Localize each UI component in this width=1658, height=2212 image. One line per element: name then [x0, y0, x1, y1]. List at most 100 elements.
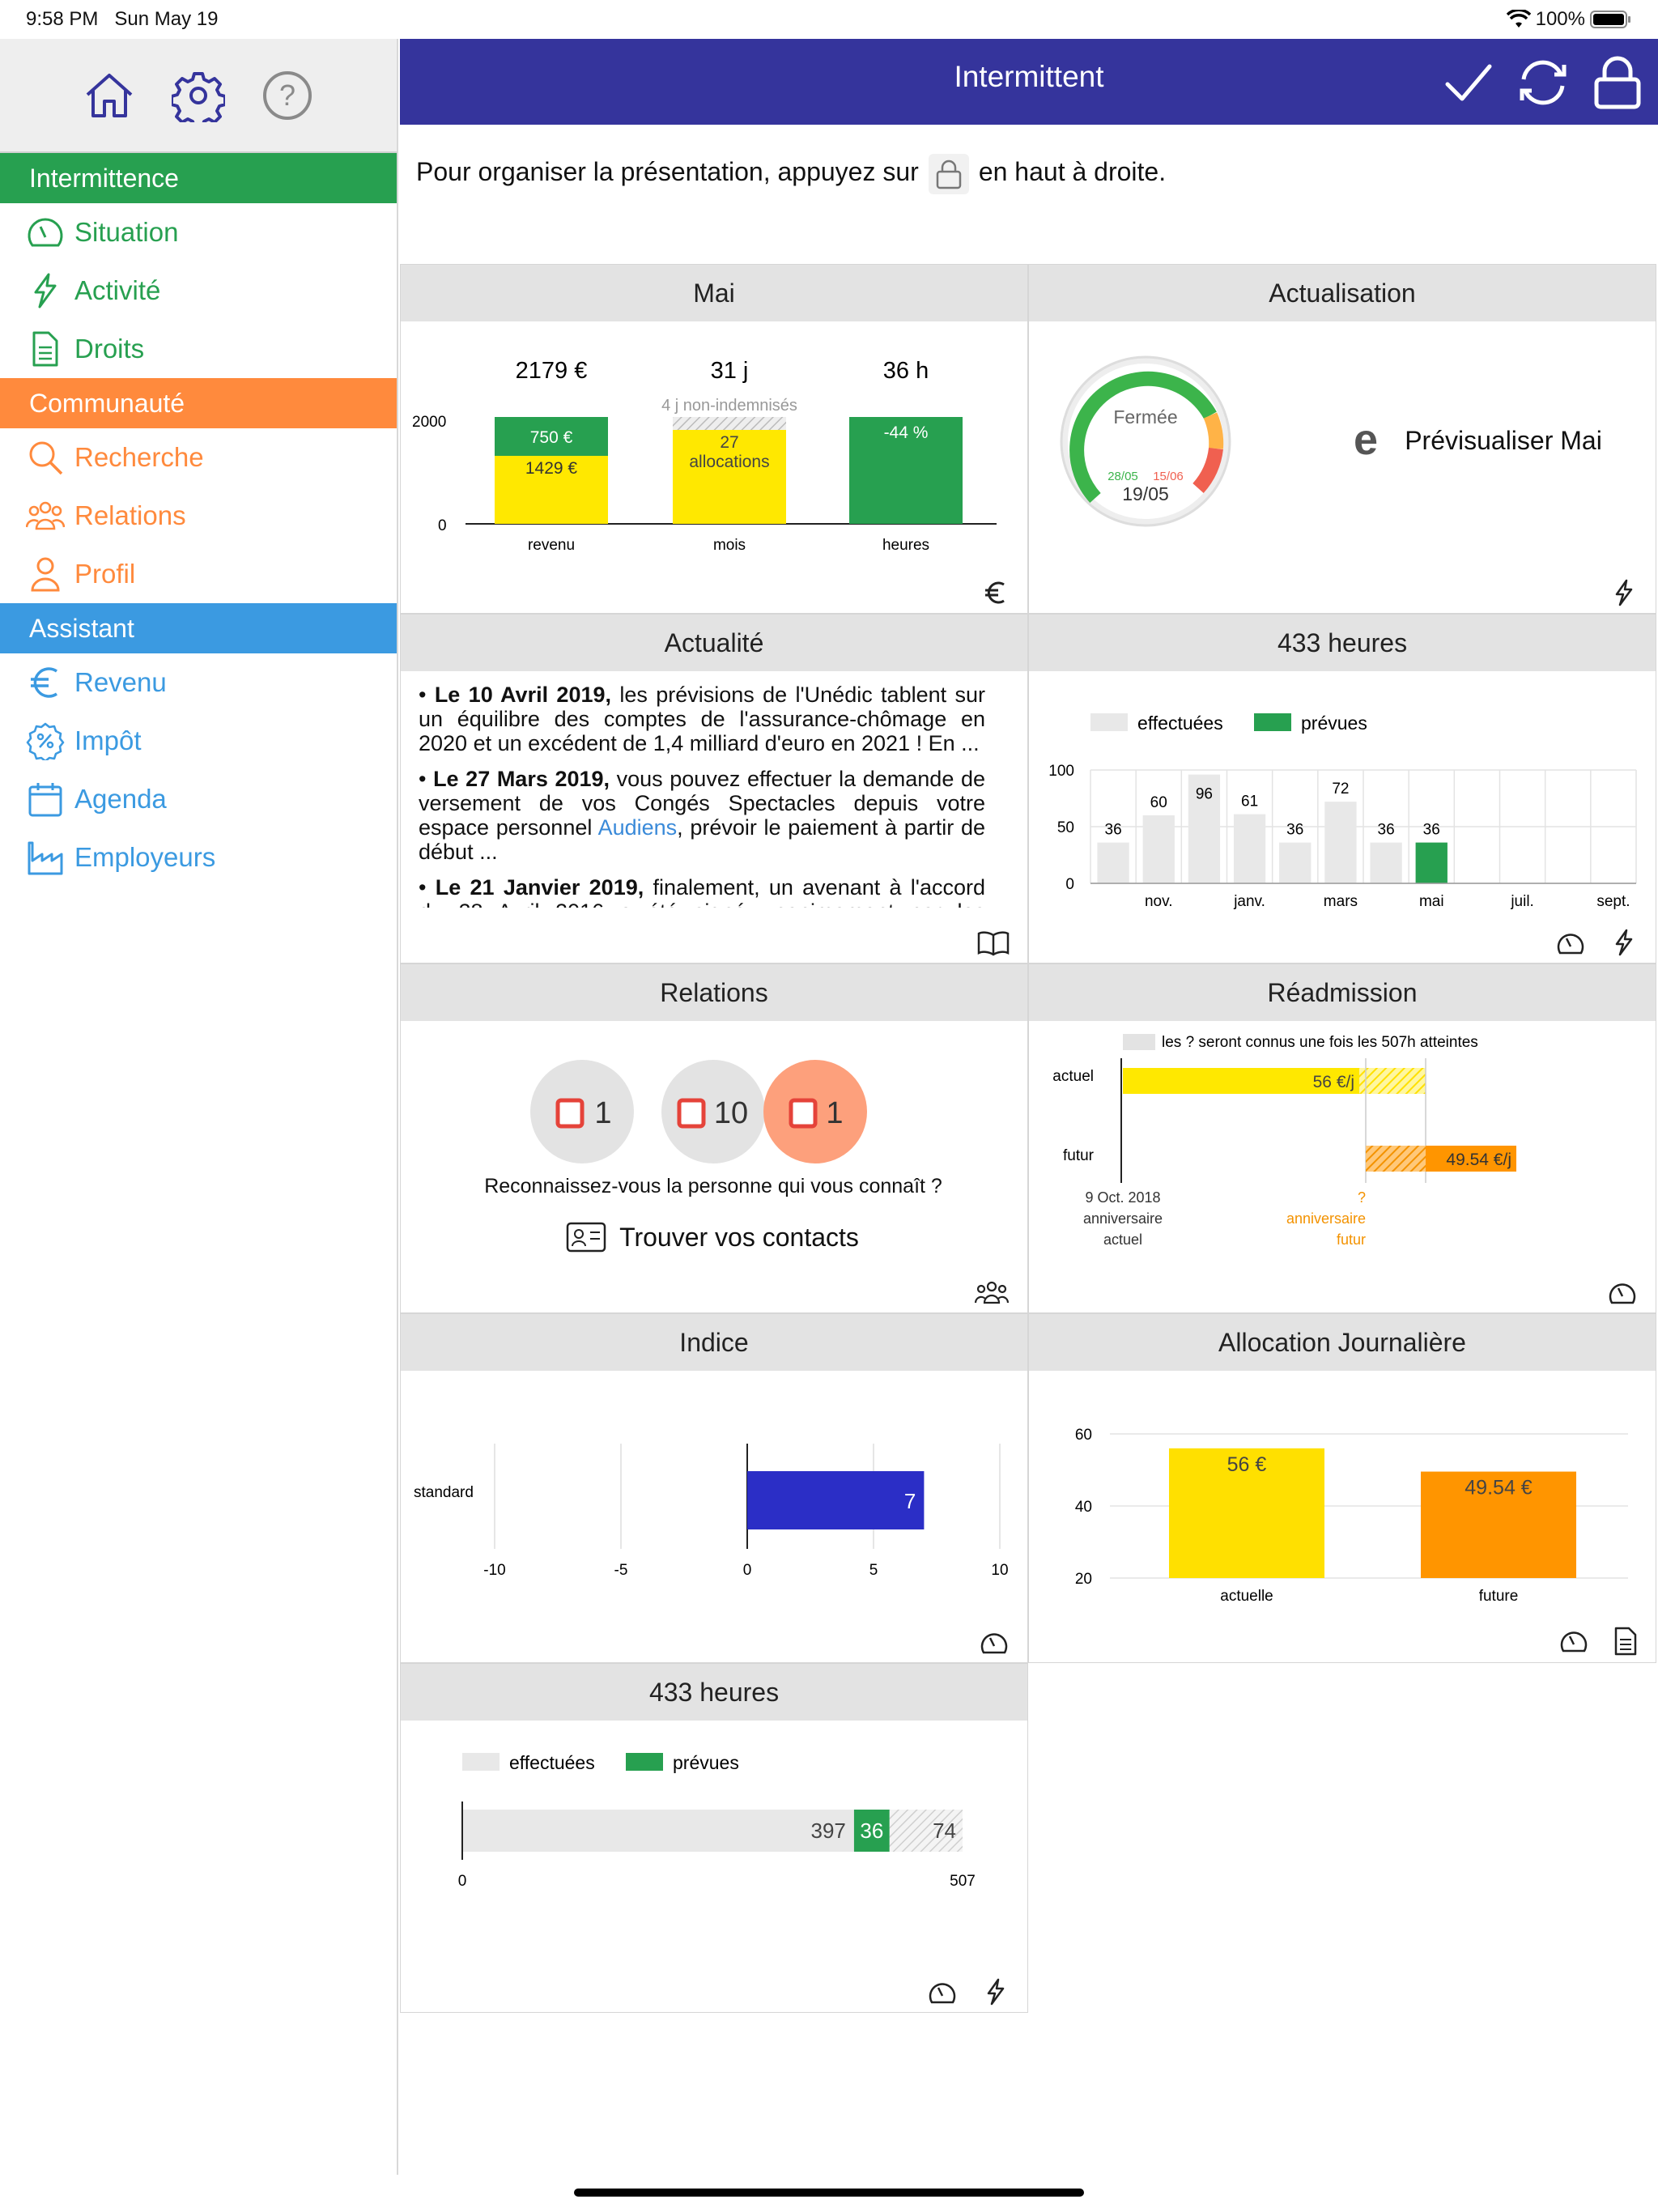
card-relations[interactable]: Relations 1 10 1 Reconnaissez-vous la pe… — [400, 963, 1028, 1313]
sidebar-section-intermittence: Intermittence — [0, 153, 397, 203]
hours-ytick: 100 — [1048, 763, 1074, 780]
card-title: Indice — [401, 1314, 1027, 1371]
readmission-right-l2: anniversaire — [1286, 1210, 1366, 1227]
progress-label-done: 397 — [811, 1819, 846, 1843]
mai-bar-heures — [849, 417, 963, 524]
news-item[interactable]: • Le 10 Avril 2019, les prévisions de l'… — [419, 683, 985, 755]
gauge-icon[interactable] — [1607, 1278, 1638, 1306]
bolt-icon[interactable] — [1610, 579, 1638, 606]
book-icon[interactable] — [977, 929, 1010, 956]
relation-count-2: 10 — [714, 1096, 748, 1130]
bolt-icon[interactable] — [1610, 929, 1638, 956]
progress-label-planned: 36 — [860, 1819, 883, 1843]
status-time: 9:58 PM Sun May 19 — [26, 8, 219, 30]
hours-xtick: mars — [1324, 893, 1358, 910]
help-icon[interactable]: ? — [261, 69, 314, 122]
readmission-bar-futur — [1426, 1146, 1516, 1172]
readmission-right-date: ? — [1358, 1189, 1366, 1206]
gear-icon[interactable] — [172, 69, 225, 122]
legend-done: effectuées — [509, 1752, 595, 1773]
readmission-bar-futur-hatch — [1366, 1146, 1426, 1172]
mai-bar-mois-yellow — [673, 430, 786, 524]
card-heures-progress[interactable]: 433 heures effectuées prévues 397 36 74 0 50… — [400, 1663, 1028, 2013]
alloc-ytick: 20 — [1075, 1571, 1092, 1588]
readmission-actuel-value: 56 €/j — [1313, 1073, 1354, 1091]
card-title: Actualité — [401, 615, 1027, 671]
card-title: 433 heures — [401, 1664, 1027, 1721]
card-actualite[interactable]: Actualité • Le 10 Avril 2019, les prévis… — [400, 614, 1028, 963]
home-indicator — [574, 2189, 1084, 2197]
card-title: Allocation Journalière — [1029, 1314, 1656, 1371]
hours-data-label: 96 — [1196, 786, 1213, 803]
card-mai[interactable]: Mai 2179 € 31 j 36 h 2000 0 750 € 1429 € — [400, 264, 1028, 614]
card-allocation[interactable]: Allocation Journalière 20 40 60 56 € actuell… — [1028, 1313, 1656, 1663]
indice-bar — [747, 1471, 925, 1529]
hours-data-label: 36 — [1423, 822, 1440, 839]
people-icon[interactable] — [974, 1278, 1010, 1306]
card-title: Réadmission — [1029, 964, 1656, 1021]
sidebar-item-revenu[interactable]: Revenu — [0, 653, 397, 712]
hours-data-label: 72 — [1332, 781, 1349, 798]
home-icon[interactable] — [83, 69, 136, 122]
sidebar-item-situation[interactable]: Situation — [0, 203, 397, 262]
actualisation-date-open: 28/05 — [1107, 470, 1138, 483]
euro-icon — [31, 667, 57, 698]
euro-icon[interactable] — [982, 579, 1010, 606]
hours-bar — [1415, 842, 1448, 883]
hint-text: Pour organiser la présentation, appuyez … — [400, 125, 1658, 264]
sidebar-nav: Intermittence Situation Activité Droits Comm… — [0, 153, 397, 887]
gauge-icon[interactable] — [927, 1978, 958, 2006]
gauge-icon[interactable] — [1558, 1627, 1589, 1654]
mai-bar-revenu-green — [495, 417, 608, 456]
sidebar-item-agenda[interactable]: Agenda — [0, 770, 397, 828]
bolt-icon[interactable] — [982, 1978, 1010, 2006]
legend-planned: prévues — [1301, 713, 1367, 734]
news-item[interactable]: • Le 27 Mars 2019, vous pouvez effectuer… — [419, 767, 985, 864]
card-readmission[interactable]: Réadmission les ? seront connus une fois… — [1028, 963, 1656, 1313]
audiens-link[interactable]: Audiens — [597, 815, 678, 840]
hours-bar — [1370, 842, 1402, 883]
gauge-icon — [28, 218, 63, 247]
alloc-value-label: 49.54 € — [1465, 1477, 1533, 1499]
percent-icon — [26, 722, 65, 760]
lock-icon[interactable] — [1590, 55, 1645, 110]
sidebar-item-impôt[interactable]: Impôt — [0, 712, 397, 770]
refresh-icon[interactable] — [1516, 55, 1571, 110]
card-title: 433 heures — [1029, 615, 1656, 671]
readmission-bar-actuel — [1123, 1068, 1359, 1094]
news-list: • Le 10 Avril 2019, les prévisions de l'… — [401, 671, 1027, 908]
hint-before: Pour organiser la présentation, appuyez … — [416, 157, 919, 186]
card-heures[interactable]: 433 heures effectuées prévues 0 50 100 36 60… — [1028, 614, 1656, 963]
hours-xtick: juil. — [1510, 893, 1534, 910]
news-item[interactable]: • Le 21 Janvier 2019, finalement, un ave… — [419, 875, 985, 908]
indice-xtick: 5 — [869, 1562, 878, 1579]
relations-graphic: 1 10 1 Reconnaissez-vous la personne qui… — [484, 1060, 942, 1253]
sidebar-item-recherche[interactable]: Recherche — [0, 428, 397, 487]
document-icon[interactable] — [1613, 1627, 1638, 1656]
search-icon — [29, 441, 63, 475]
hours-progress-chart: effectuées prévues 397 36 74 0 507 — [458, 1752, 976, 1890]
sidebar-item-droits[interactable]: Droits — [0, 320, 397, 378]
gauge-icon[interactable] — [1555, 929, 1586, 956]
legend-done: effectuées — [1137, 713, 1223, 734]
card-indice[interactable]: Indice standard -10 -5 0 5 10 7 — [400, 1313, 1028, 1663]
mai-cat-1: mois — [713, 537, 746, 554]
hours-data-label: 60 — [1150, 794, 1167, 811]
sidebar-item-profil[interactable]: Profil — [0, 545, 397, 603]
battery-percent: 100% — [1535, 8, 1585, 30]
document-icon — [32, 331, 58, 367]
hours-bar — [1097, 842, 1129, 883]
relations-question: Reconnaissez-vous la personne qui vous c… — [484, 1175, 942, 1197]
sidebar-item-label: Situation — [74, 217, 179, 247]
hint-after: en haut à droite. — [978, 157, 1167, 186]
checkmark-icon[interactable] — [1441, 55, 1496, 110]
hours-data-label: 36 — [1378, 822, 1395, 839]
card-actualisation[interactable]: Actualisation Fermée 28/05 15/06 19/05 e… — [1028, 264, 1656, 614]
sidebar-item-employeurs[interactable]: Employeurs — [0, 828, 397, 887]
mai-value-mois: 31 j — [711, 358, 749, 384]
indice-chart: standard -10 -5 0 5 10 7 — [414, 1444, 1009, 1579]
sidebar-item-activité[interactable]: Activité — [0, 262, 397, 320]
sidebar-item-relations[interactable]: Relations — [0, 487, 397, 545]
readmission-legend: les ? seront connus une fois les 507h at… — [1162, 1034, 1478, 1051]
gauge-icon[interactable] — [979, 1628, 1010, 1656]
